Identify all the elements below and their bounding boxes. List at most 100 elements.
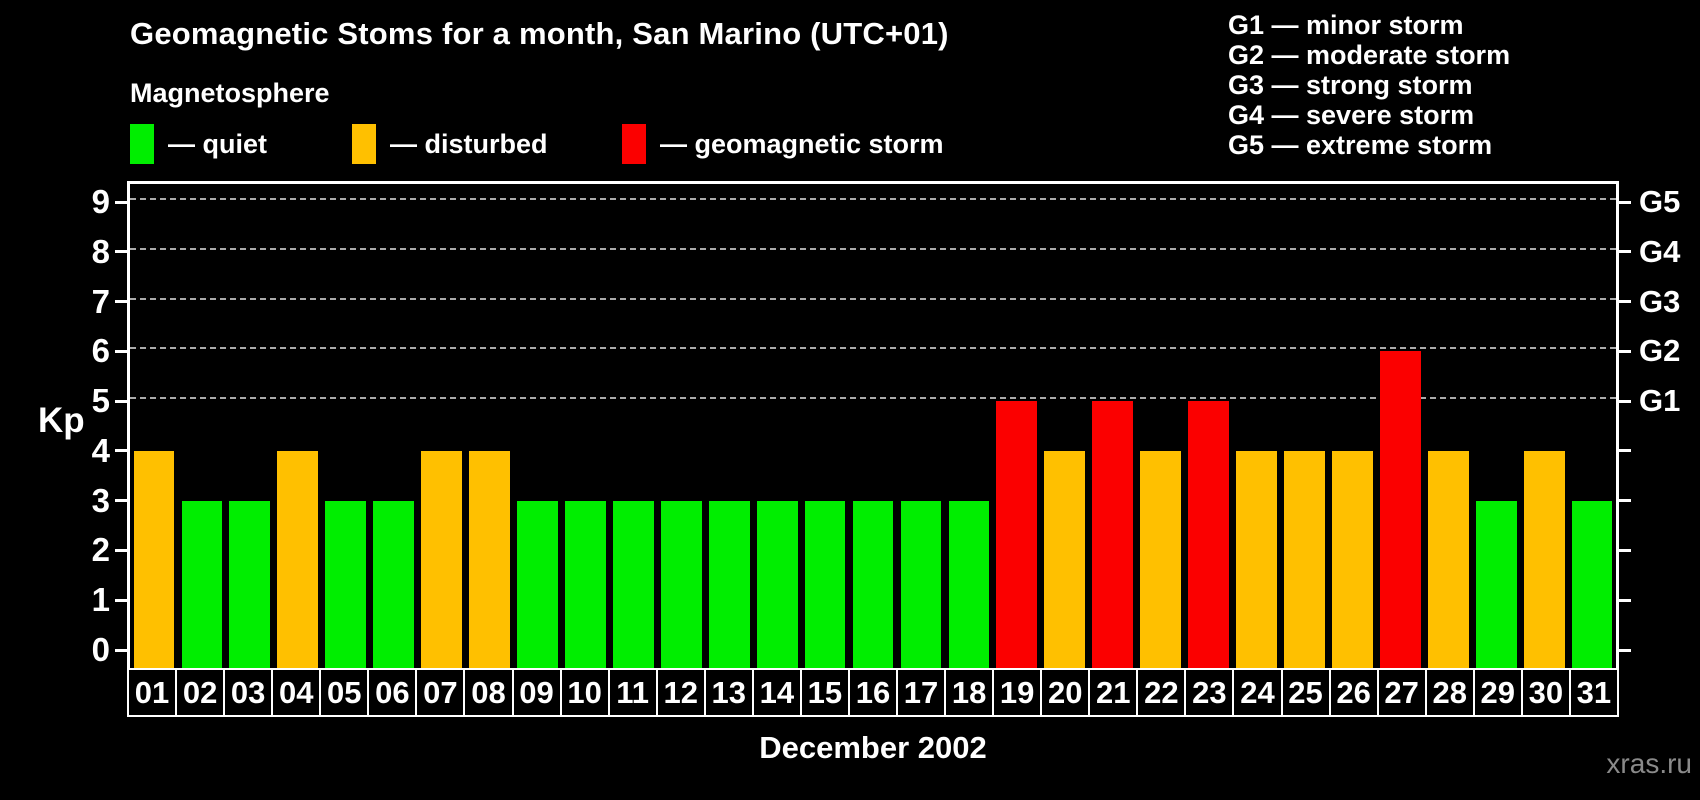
legend-label-quiet: — quiet (168, 128, 267, 159)
y-tick-label-5: 5 (91, 381, 110, 419)
g-legend-line-3: G3 — strong storm (1228, 70, 1473, 100)
g-legend-line-1: G1 — minor storm (1228, 10, 1464, 40)
right-tick-kp3 (1619, 499, 1631, 503)
bar-day-26 (1332, 450, 1373, 668)
bar-day-02 (181, 500, 223, 668)
bar-slot-day-25 (1281, 184, 1329, 668)
day-label-25: 25 (1280, 668, 1331, 717)
grid-line-kp8 (130, 247, 1616, 250)
legend-swatch-quiet (130, 124, 154, 164)
plot-area (127, 181, 1619, 668)
day-label-19: 19 (992, 668, 1043, 717)
bar-day-17 (900, 500, 942, 668)
x-axis-title: December 2002 (759, 730, 987, 765)
day-label-03: 03 (223, 668, 274, 717)
bar-slot-day-01 (130, 184, 178, 668)
bar-slot-day-21 (1089, 184, 1137, 668)
right-tick-kp7 (1619, 300, 1631, 304)
bar-day-28 (1427, 450, 1469, 668)
day-label-05: 05 (319, 668, 370, 717)
day-label-15: 15 (799, 668, 850, 717)
bar-day-19 (996, 401, 1038, 668)
bar-slot-day-17 (897, 184, 945, 668)
left-tick-kp4 (115, 449, 127, 453)
bar-day-04 (277, 450, 319, 668)
g-scale-label-g4: G4 (1639, 233, 1681, 269)
bar-day-11 (612, 500, 654, 668)
bar-slot-day-04 (274, 184, 322, 668)
grid-line-kp9 (130, 198, 1616, 200)
day-label-08: 08 (463, 668, 514, 717)
legend-item-quiet: — quiet (130, 120, 267, 168)
day-label-06: 06 (367, 668, 418, 717)
day-label-10: 10 (559, 668, 610, 717)
left-tick-kp5 (115, 399, 127, 403)
bar-slot-day-10 (561, 184, 609, 668)
legend-swatch-storm (622, 124, 646, 164)
y-tick-label-7: 7 (91, 282, 110, 320)
legend-label-disturbed: — disturbed (390, 128, 548, 159)
bar-day-18 (948, 500, 990, 668)
bar-slot-day-02 (178, 184, 226, 668)
day-label-23: 23 (1184, 668, 1235, 717)
y-tick-label-4: 4 (91, 431, 110, 469)
right-tick-kp2 (1619, 548, 1631, 552)
bar-day-01 (133, 450, 175, 668)
left-tick-kp8 (115, 250, 127, 254)
day-label-31: 31 (1568, 668, 1619, 717)
day-label-17: 17 (896, 668, 947, 717)
legend-item-storm: — geomagnetic storm (622, 120, 944, 168)
day-label-01: 01 (127, 668, 178, 717)
bar-day-16 (852, 500, 894, 668)
bar-slot-day-22 (1137, 184, 1185, 668)
left-tick-kp0 (115, 648, 127, 652)
watermark: xras.ru (1606, 748, 1692, 779)
bar-slot-day-27 (1376, 184, 1424, 668)
right-tick-kp1 (1619, 598, 1631, 602)
y-tick-label-0: 0 (91, 630, 110, 668)
g-scale-label-g2: G2 (1639, 333, 1681, 369)
bar-slot-day-06 (370, 184, 418, 668)
bar-slot-day-14 (753, 184, 801, 668)
bar-day-14 (756, 500, 798, 668)
right-tick-kp5 (1619, 399, 1631, 403)
bar-slot-day-31 (1568, 184, 1616, 668)
bar-slot-day-05 (322, 184, 370, 668)
left-tick-kp7 (115, 300, 127, 304)
bar-slot-day-26 (1328, 184, 1376, 668)
day-label-27: 27 (1376, 668, 1427, 717)
bar-day-07 (421, 450, 462, 668)
right-tick-kp9 (1619, 200, 1631, 204)
y-tick-label-6: 6 (91, 332, 110, 370)
bar-slot-day-23 (1185, 184, 1233, 668)
g-scale-label-g3: G3 (1639, 283, 1681, 319)
x-axis-day-labels: 01 02 03 04 05 06 07 08 09 10 11 12 13 14 15 16 17 18 19 20… (127, 668, 1619, 717)
bar-day-24 (1236, 450, 1277, 668)
day-label-16: 16 (847, 668, 898, 717)
bar-day-22 (1140, 450, 1182, 668)
day-label-20: 20 (1040, 668, 1091, 717)
bar-slot-day-03 (226, 184, 274, 668)
bar-day-09 (517, 500, 558, 668)
grid-line-kp5 (130, 397, 1616, 400)
bar-slot-day-16 (849, 184, 897, 668)
day-label-29: 29 (1472, 668, 1523, 717)
right-tick-kp4 (1619, 449, 1631, 453)
bar-day-06 (373, 500, 415, 668)
bar-slot-day-28 (1424, 184, 1472, 668)
bar-day-23 (1188, 401, 1229, 668)
bar-slot-day-30 (1520, 184, 1568, 668)
bar-day-10 (565, 500, 606, 668)
bar-slot-day-09 (514, 184, 562, 668)
day-label-09: 09 (511, 668, 562, 717)
bar-slot-day-24 (1233, 184, 1281, 668)
day-label-22: 22 (1136, 668, 1187, 717)
bar-slot-day-20 (1041, 184, 1089, 668)
bar-slot-day-15 (801, 184, 849, 668)
magnetosphere-legend: — quiet — disturbed — geomagnetic storm (0, 120, 1100, 168)
bar-day-30 (1523, 450, 1565, 668)
left-tick-kp9 (115, 200, 127, 204)
left-tick-kp1 (115, 598, 127, 602)
bar-slot-day-18 (945, 184, 993, 668)
